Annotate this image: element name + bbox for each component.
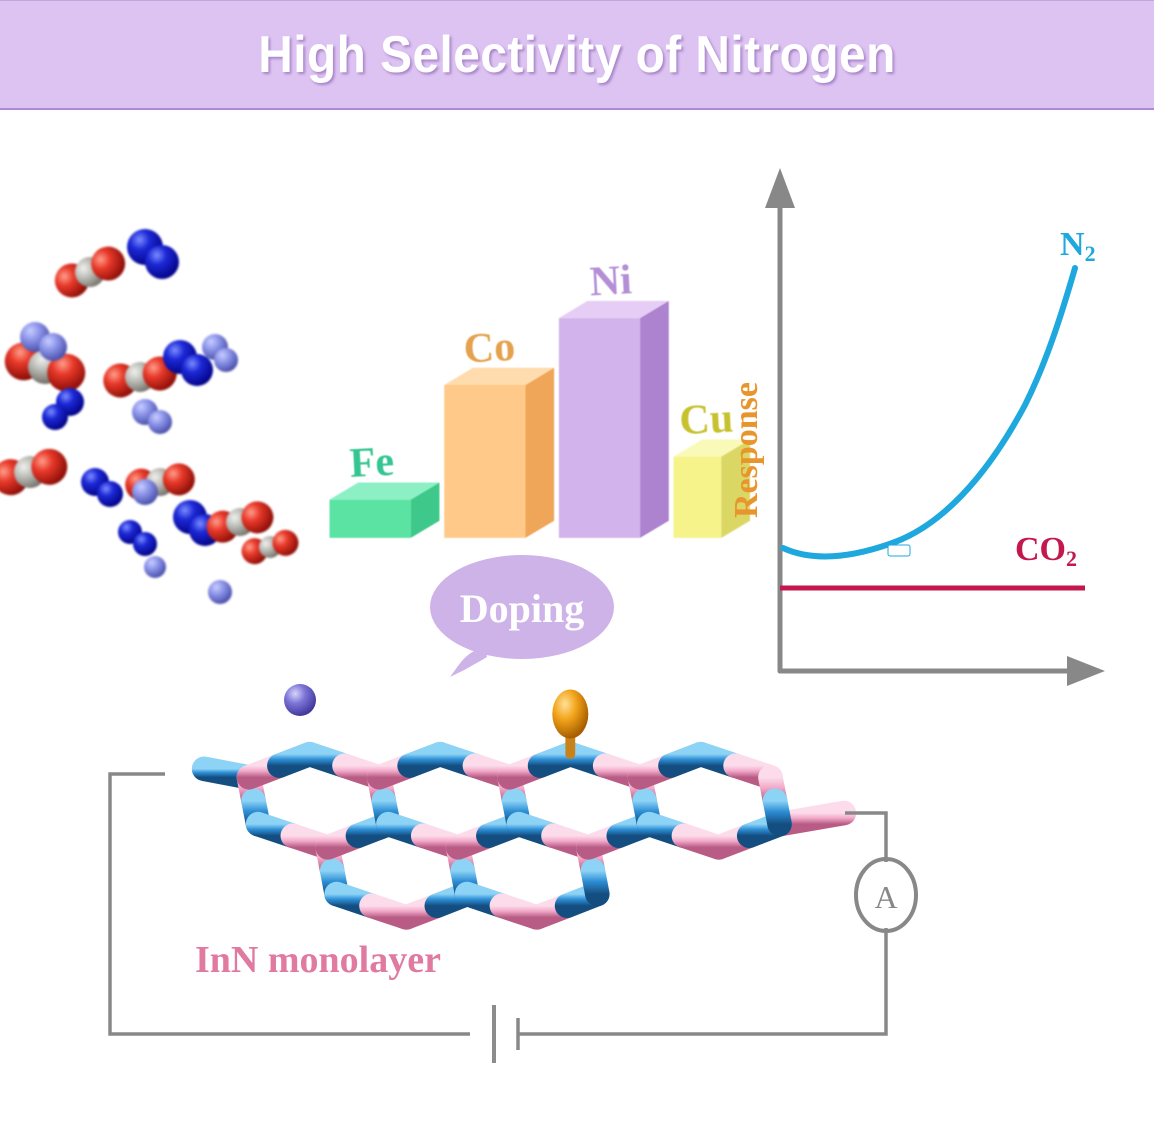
svg-text:CO2: CO2 [1015, 531, 1077, 571]
svg-text:Doping: Doping [460, 586, 585, 631]
svg-text:N2: N2 [1060, 226, 1096, 266]
svg-text:Cu: Cu [678, 395, 734, 444]
svg-text:Response: Response [728, 382, 765, 518]
svg-text:Co: Co [463, 324, 517, 373]
svg-text:A: A [874, 879, 897, 915]
svg-text:Ni: Ni [589, 257, 634, 305]
svg-text:Fe: Fe [349, 439, 396, 487]
